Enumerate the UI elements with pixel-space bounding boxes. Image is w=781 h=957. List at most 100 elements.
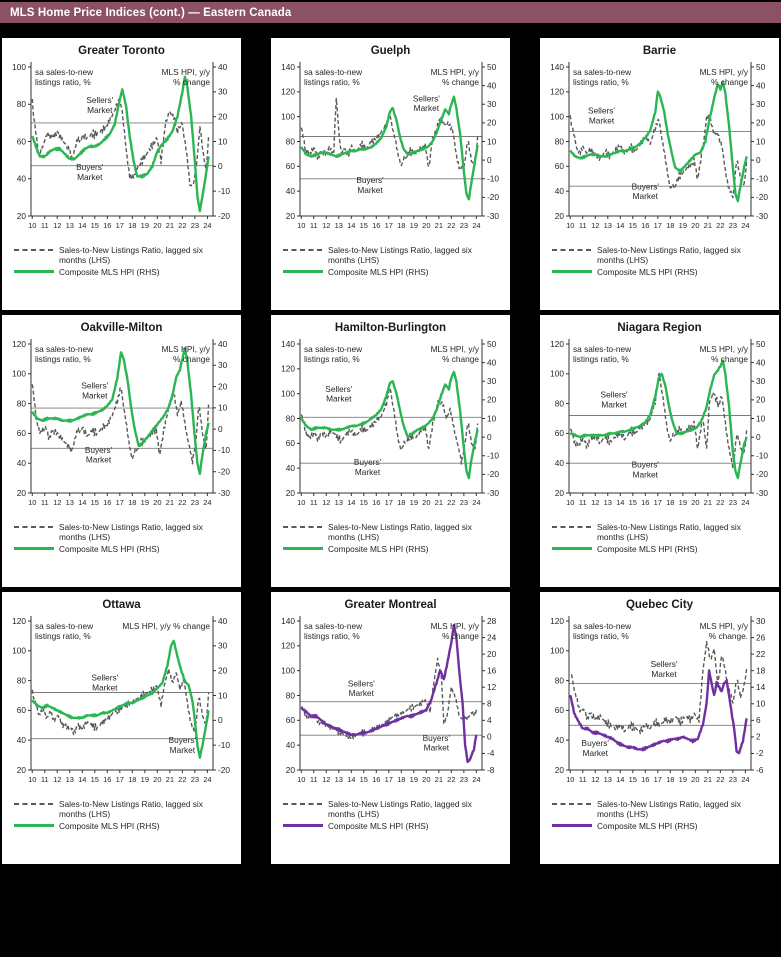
solid-line-sample — [283, 269, 323, 273]
right-axis-tick: 18 — [756, 665, 766, 675]
x-axis-tick: 22 — [716, 498, 724, 507]
right-axis-tick: 30 — [487, 376, 497, 386]
x-axis-tick: 21 — [704, 775, 712, 784]
legend-label-hpi: Composite MLS HPI (RHS) — [328, 543, 429, 554]
hpi-series-line — [300, 95, 479, 201]
chart-legend: Sales-to-New Listings Ratio, lagged six m… — [283, 799, 506, 831]
legend-label-snlr: Sales-to-New Listings Ratio, lagged six — [328, 522, 472, 532]
right-axis-tick: -10 — [218, 740, 230, 750]
x-axis-tick: 12 — [322, 775, 330, 784]
right-axis-tick: 10 — [218, 136, 228, 146]
legend-label-snlr-2: months (LHS) — [59, 255, 111, 266]
legend-label-hpi: Composite MLS HPI (RHS) — [59, 543, 160, 554]
legend-item-hpi: Composite MLS HPI (RHS) — [283, 821, 506, 831]
solid-line-sample — [14, 546, 54, 550]
legend-label-snlr-2: months (LHS) — [597, 809, 649, 820]
x-axis-tick: 17 — [385, 221, 393, 230]
left-axis-tick: 100 — [281, 388, 295, 398]
x-axis-tick: 17 — [385, 498, 393, 507]
chart-legend: Sales-to-New Listings Ratio, lagged six m… — [14, 522, 237, 554]
right-axis-tick: 50 — [756, 62, 766, 72]
x-axis-tick: 20 — [153, 221, 161, 230]
x-axis-tick: 18 — [397, 498, 405, 507]
x-axis-tick: 17 — [385, 775, 393, 784]
chart-panel-niagara-region: Niagara Region 120 100 80 60 40 20 50 40 30 20 10 0… — [540, 315, 779, 587]
sellers-market-label: Sellers' Market — [588, 106, 615, 126]
right-axis-tick: 14 — [756, 682, 766, 692]
left-axis-tick: 100 — [12, 369, 26, 379]
dashed-line-sample — [14, 803, 54, 806]
legend-label-snlr: Sales-to-New Listings Ratio, lagged six — [59, 799, 203, 809]
left-axis-tick: 40 — [17, 458, 27, 468]
snlr-series-line — [31, 384, 210, 465]
left-axis-tick: 100 — [281, 111, 295, 121]
x-axis-tick: 19 — [141, 221, 149, 230]
right-axis-tick: 40 — [218, 62, 228, 72]
left-axis-tick: 60 — [555, 428, 565, 438]
x-axis-tick: 10 — [28, 498, 36, 507]
left-axis-tick: 80 — [17, 675, 27, 685]
x-axis-tick: 17 — [654, 498, 662, 507]
left-axis-tick: 60 — [555, 161, 565, 171]
right-axis-tick: -20 — [218, 211, 230, 221]
x-axis-tick: 11 — [41, 775, 49, 784]
right-axis-tick: 20 — [487, 649, 497, 659]
x-axis-tick: 12 — [53, 498, 61, 507]
chart-legend: Sales-to-New Listings Ratio, lagged six m… — [552, 799, 775, 831]
x-axis-tick: 23 — [191, 775, 199, 784]
legend-label-snlr-2: months (LHS) — [328, 809, 380, 820]
right-axis-tick: 20 — [756, 118, 766, 128]
x-axis-tick: 22 — [447, 221, 455, 230]
buyers-market-label: Buyers' Market — [632, 181, 660, 201]
left-axis-label: sa sales-to-new listings ratio, % — [35, 67, 94, 87]
left-axis-tick: 40 — [555, 735, 565, 745]
x-axis-tick: 16 — [103, 498, 111, 507]
left-axis-label: sa sales-to-new listings ratio, % — [304, 621, 363, 641]
x-axis-tick: 24 — [203, 221, 211, 230]
right-axis-tick: 30 — [218, 641, 228, 651]
x-axis-tick: 22 — [178, 221, 186, 230]
legend-label-hpi: Composite MLS HPI (RHS) — [597, 266, 698, 277]
snlr-series-line — [31, 668, 210, 736]
x-axis-tick: 12 — [591, 221, 599, 230]
sellers-market-label: Sellers' Market — [413, 93, 440, 113]
right-axis-tick: 10 — [218, 403, 228, 413]
x-axis-tick: 21 — [166, 498, 174, 507]
x-axis-tick: 17 — [654, 775, 662, 784]
left-axis-tick: 80 — [286, 136, 296, 146]
x-axis-tick: 24 — [472, 498, 480, 507]
chart-legend: Sales-to-New Listings Ratio, lagged six m… — [14, 799, 237, 831]
legend-label-snlr: Sales-to-New Listings Ratio, lagged six — [597, 245, 741, 255]
right-axis-tick: 12 — [487, 682, 497, 692]
left-axis-tick: 140 — [281, 339, 295, 349]
sellers-market-label: Sellers' Market — [348, 678, 375, 698]
legend-item-hpi: Composite MLS HPI (RHS) — [14, 267, 237, 277]
x-axis-tick: 24 — [203, 498, 211, 507]
right-axis-tick: -6 — [756, 765, 764, 775]
chart-title: Oakville-Milton — [80, 322, 163, 334]
right-axis-tick: -10 — [487, 451, 499, 461]
right-axis-label: MLS HPI, y/y% change — [162, 67, 211, 87]
x-axis-tick: 20 — [691, 775, 699, 784]
x-axis-tick: 15 — [629, 498, 637, 507]
buyers-market-label: Buyers' Market — [76, 162, 104, 182]
x-axis-tick: 23 — [729, 775, 737, 784]
right-axis-tick: -10 — [756, 451, 768, 461]
legend-label-snlr: Sales-to-New Listings Ratio, lagged six — [59, 245, 203, 255]
sellers-market-label: Sellers' Market — [91, 673, 118, 693]
right-axis-label: MLS HPI, y/y% change — [700, 67, 749, 87]
dashed-line-sample — [14, 249, 54, 252]
legend-label-snlr-2: months (LHS) — [59, 532, 111, 543]
x-axis-tick: 18 — [128, 775, 136, 784]
x-axis-tick: 24 — [472, 221, 480, 230]
x-axis-tick: 19 — [679, 498, 687, 507]
x-axis-tick: 18 — [397, 775, 405, 784]
x-axis-tick: 20 — [691, 221, 699, 230]
chart-legend: Sales-to-New Listings Ratio, lagged six m… — [14, 245, 237, 277]
x-axis-tick: 16 — [372, 221, 380, 230]
right-axis-tick: 0 — [218, 715, 223, 725]
buyers-market-label: Buyers' Market — [582, 738, 610, 758]
right-axis-label: MLS HPI, y/y % change — [122, 621, 210, 631]
